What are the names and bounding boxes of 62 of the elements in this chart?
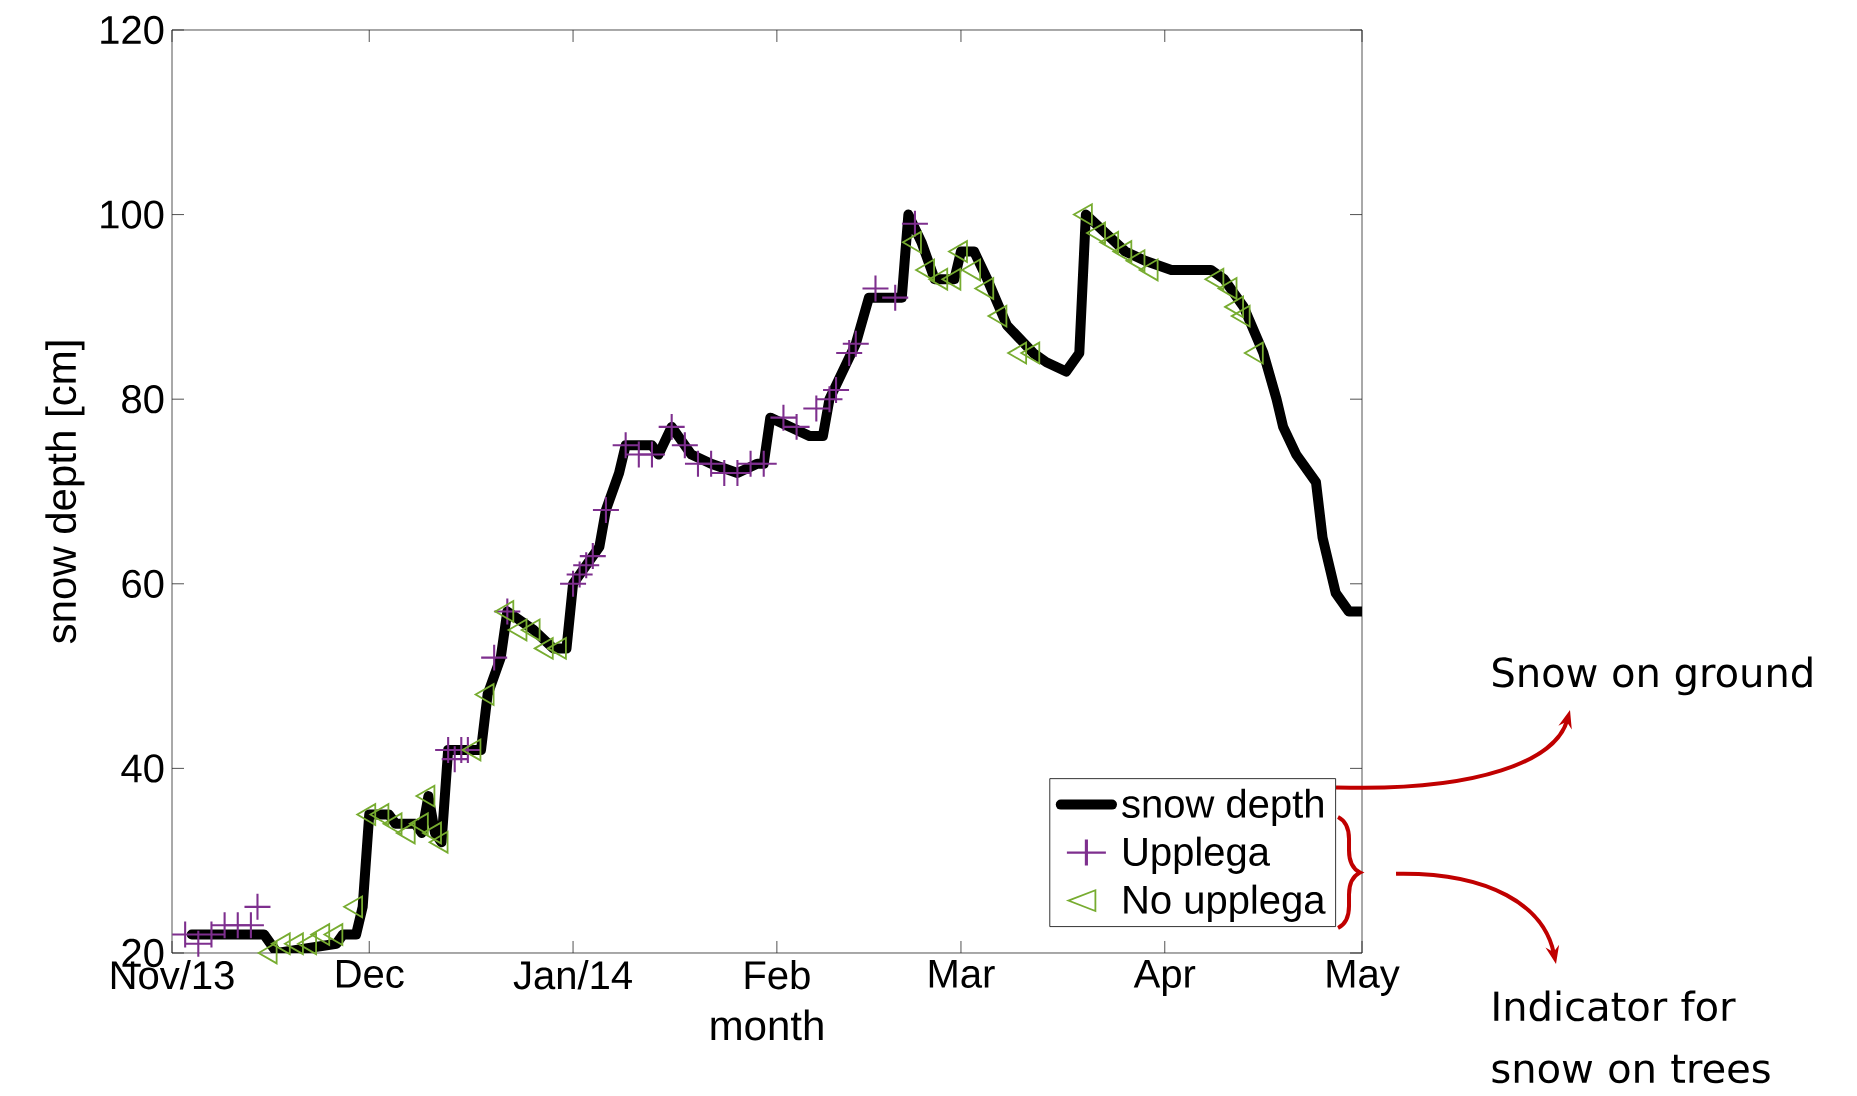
point: [948, 240, 968, 263]
point: [1086, 221, 1106, 245]
point: [1007, 341, 1028, 365]
text: Snow on ground: [1493, 656, 1812, 696]
point: [1230, 304, 1251, 328]
point: [172, 921, 199, 948]
point: [1072, 203, 1093, 226]
legend-label: snow depth: [1122, 788, 1323, 826]
point: [1099, 230, 1120, 254]
x-tick-label: May: [1327, 960, 1400, 996]
x-tick-label: Feb: [745, 960, 810, 990]
point: [816, 386, 843, 413]
point: [928, 267, 949, 291]
point: [612, 432, 639, 459]
y-tick-label: 40: [121, 754, 164, 783]
point: [658, 413, 685, 440]
point: [671, 432, 698, 459]
point: [915, 258, 935, 282]
point: [1243, 341, 1264, 365]
point: [803, 395, 830, 422]
x-tick-label: Jan/14: [513, 960, 632, 990]
x-tick-label: Apr: [1133, 960, 1196, 996]
point: [579, 543, 606, 570]
point: [244, 893, 271, 920]
point: [902, 230, 922, 254]
point: [638, 441, 665, 468]
point: [1112, 240, 1133, 263]
y-axis-title: snow depth [cm]: [45, 341, 85, 644]
point: [237, 912, 264, 939]
x-tick-label: Mar: [929, 960, 995, 988]
point: [1224, 295, 1244, 319]
point: [974, 277, 995, 300]
legend-label: No upplega: [1124, 884, 1326, 922]
y-tick-label: 100: [101, 200, 164, 229]
point: [823, 376, 850, 403]
point: [961, 258, 982, 282]
point: [882, 284, 909, 311]
point: [481, 644, 508, 671]
y-tick-label: 60: [122, 569, 164, 598]
point: [1204, 267, 1225, 291]
x-tick-label: Dec: [336, 960, 404, 988]
point: [698, 450, 725, 477]
point: [750, 450, 777, 477]
point: [1217, 277, 1238, 300]
point: [862, 275, 889, 302]
y-tick-label: 120: [101, 15, 164, 45]
point: [198, 921, 225, 948]
point: [987, 304, 1008, 328]
point: [592, 496, 619, 523]
point: [1020, 341, 1041, 365]
point: [185, 930, 212, 957]
y-tick-label: 80: [122, 385, 164, 414]
point: [941, 267, 962, 291]
x-axis-title: month: [711, 1009, 823, 1041]
point: [783, 413, 810, 440]
point: [1125, 249, 1146, 273]
legend-label: Upplega: [1124, 836, 1270, 874]
text: Indicator for snow on trees: [1492, 990, 1770, 1084]
point: [770, 404, 797, 431]
point: [901, 210, 928, 237]
point: [842, 330, 869, 357]
point: [1138, 258, 1159, 282]
